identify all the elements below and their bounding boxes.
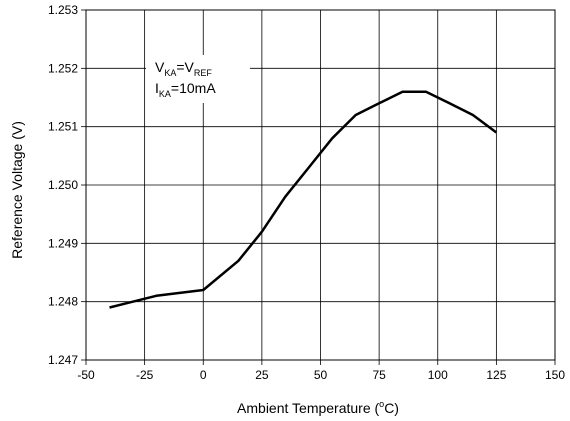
plot-frame xyxy=(85,9,556,361)
x-tick-labels: -50 -25 0 25 50 75 100 125 150 xyxy=(77,368,565,382)
y-tick-label: 1.248 xyxy=(48,295,78,309)
annotation-line-1: VKA=VREF xyxy=(155,59,212,78)
annotation-background xyxy=(146,55,250,103)
x-tick-label: 0 xyxy=(200,368,207,382)
y-axis-title: Reference Voltage (V) xyxy=(9,121,25,259)
annotation-line-2: IKA=10mA xyxy=(155,80,216,99)
x-tick-label: -25 xyxy=(136,368,154,382)
x-tick-label: 75 xyxy=(372,368,386,382)
y-tick-label: 1.247 xyxy=(48,353,78,367)
x-tick-label: 125 xyxy=(486,368,506,382)
series-line xyxy=(109,90,498,309)
y-tick-label: 1.250 xyxy=(48,178,78,192)
y-tick-label: 1.253 xyxy=(48,3,78,17)
x-tick-label: 50 xyxy=(314,368,328,382)
x-axis-title: Ambient Temperature (oC) xyxy=(237,399,399,416)
y-tick-label: 1.252 xyxy=(48,61,78,75)
y-tick-label: 1.251 xyxy=(48,120,78,134)
x-tick-label: -50 xyxy=(77,368,95,382)
y-tick-label: 1.249 xyxy=(48,236,78,250)
y-tick-labels: 1.247 1.248 1.249 1.250 1.251 1.252 1.253 xyxy=(48,3,78,367)
x-tick-label: 25 xyxy=(255,368,269,382)
x-tick-label: 100 xyxy=(428,368,448,382)
x-tick-label: 150 xyxy=(545,368,565,382)
